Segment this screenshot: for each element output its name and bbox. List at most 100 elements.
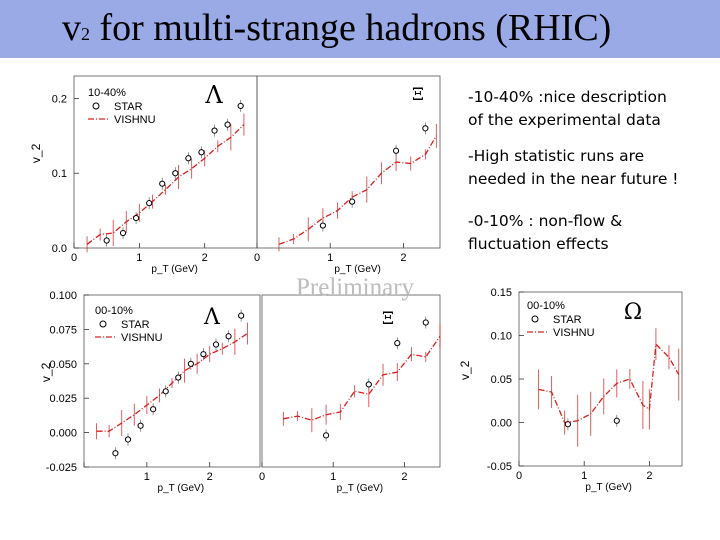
star-data-point: [349, 198, 356, 205]
chart-omega-00-10: 0 1 2 p_T (GeV) -0.05 0.00 0.05 0.10 0.15 v_2 Ω 00-…: [458, 287, 683, 493]
legend-label-star: STAR: [114, 101, 143, 113]
legend-label-star: STAR: [121, 319, 150, 331]
y-axis-label: v_2: [39, 362, 53, 382]
y-tick-label: 0.050: [49, 359, 77, 371]
legend-label-star: STAR: [553, 314, 582, 326]
star-data-point: [365, 381, 372, 388]
note-10-40: -10-40% :nice description of the experim…: [468, 88, 667, 129]
y-tick-label: 0.2: [52, 93, 67, 105]
star-data-point: [394, 340, 401, 347]
x-tick-label: 1: [330, 471, 336, 483]
x-tick-label: 1: [327, 252, 333, 264]
star-data-point: [124, 436, 132, 443]
x-axis-label: p_T (GeV): [334, 264, 381, 275]
star-data-point: [225, 333, 232, 340]
y-tick-label: 0.000: [49, 428, 77, 440]
legend-title: 10-40%: [88, 87, 126, 99]
star-data-point: [103, 237, 110, 244]
particle-label: Λ: [203, 305, 221, 330]
star-data-point: [322, 432, 330, 439]
title-bar: v2 for multi-strange hadrons (RHIC): [0, 0, 720, 58]
particle-label: Λ: [204, 81, 223, 109]
slide-title: v2 for multi-strange hadrons (RHIC): [62, 6, 611, 50]
y-tick-label: 0.1: [52, 168, 67, 180]
x-tick-label: 2: [400, 252, 406, 264]
star-data-point: [422, 125, 429, 132]
x-tick-label: 2: [646, 470, 652, 482]
star-data-point: [137, 422, 144, 429]
y-tick-label: -0.05: [487, 461, 512, 473]
y-tick-label: -0.025: [46, 462, 77, 474]
star-data-point: [162, 388, 169, 395]
star-data-point: [238, 312, 245, 319]
x-axis-label: p_T (GeV): [158, 483, 205, 494]
particle-label: Ω: [624, 300, 642, 325]
x-tick-label: 2: [207, 471, 213, 483]
series-line-vishnu: [278, 135, 437, 245]
legend-title: 00-10%: [527, 300, 565, 312]
x-axis-label: p_T (GeV): [151, 264, 198, 275]
chart-lambda-10-40: 0 1 2 p_T (GeV) 0.0 0.1 0.2 v_2 Λ 10-40% STARVISHN…: [29, 75, 258, 275]
legend-label-vishnu: VISHNU: [114, 114, 156, 126]
y-tick-label: 0.10: [491, 331, 512, 343]
legend-label-vishnu: VISHNU: [121, 332, 163, 344]
particle-label: Ξ: [412, 85, 424, 105]
y-tick-label: 0.0: [52, 243, 67, 255]
star-data-point: [187, 360, 194, 367]
series-line-vishnu: [86, 124, 245, 245]
star-data-point: [211, 127, 218, 134]
star-data-point: [185, 155, 192, 162]
star-data-point: [392, 147, 400, 154]
x-tick-label: 0: [254, 252, 260, 264]
plot-frame: [518, 291, 683, 467]
plot-frame: [256, 75, 441, 249]
y-tick-label: 0.05: [491, 374, 512, 386]
x-tick-label: 2: [202, 252, 208, 264]
legend-title: 00-10%: [95, 305, 133, 317]
x-tick-label: 1: [144, 471, 150, 483]
legend-marker-star: [531, 315, 539, 323]
plot-frame: [83, 294, 261, 468]
title-subscript: 2: [81, 24, 90, 44]
series-line-vishnu: [283, 335, 441, 421]
y-tick-label: 0.075: [49, 324, 77, 336]
star-data-point: [159, 180, 166, 187]
star-data-point: [119, 229, 127, 237]
y-tick-label: 0.00: [491, 418, 512, 430]
x-axis-label: p_T (GeV): [585, 482, 632, 493]
legend-label-vishnu: VISHNU: [553, 327, 595, 339]
title-v: v: [62, 7, 81, 49]
y-axis-label: v_2: [29, 143, 43, 163]
note-0-10: -0-10% : non-flow & fluctuation effects: [468, 212, 623, 253]
series-line-vishnu: [538, 342, 680, 424]
x-tick-label: 0: [71, 252, 77, 264]
star-data-point: [146, 200, 153, 207]
star-data-point: [198, 149, 205, 156]
preliminary-watermark: Preliminary: [296, 274, 415, 301]
star-data-point: [564, 421, 572, 428]
y-tick-label: 0.15: [491, 287, 512, 299]
legend-marker-star: [92, 102, 100, 110]
star-data-point: [237, 102, 244, 110]
star-data-point: [150, 406, 157, 413]
x-axis-label: p_T (GeV): [337, 483, 384, 494]
star-data-point: [613, 417, 620, 424]
chart-xi-10-40: 0 1 2 p_T (GeV) Ξ: [254, 75, 441, 275]
chart-xi-00-10: 0 1 2 p_T (GeV) Ξ: [259, 294, 441, 494]
title-text: for multi-strange hadrons (RHIC): [90, 7, 612, 49]
star-data-point: [172, 170, 179, 177]
star-data-point: [422, 319, 429, 326]
plot-frame: [73, 75, 258, 249]
star-data-point: [112, 450, 119, 457]
y-tick-label: 0.100: [49, 290, 77, 302]
star-data-point: [224, 121, 231, 128]
x-tick-label: 1: [581, 470, 587, 482]
plot-frame: [261, 294, 441, 468]
x-tick-label: 0: [516, 470, 522, 482]
star-data-point: [319, 222, 326, 229]
legend-marker-star: [99, 320, 107, 328]
star-data-point: [175, 374, 182, 381]
star-data-point: [132, 214, 140, 222]
y-tick-label: 0.025: [49, 393, 77, 405]
